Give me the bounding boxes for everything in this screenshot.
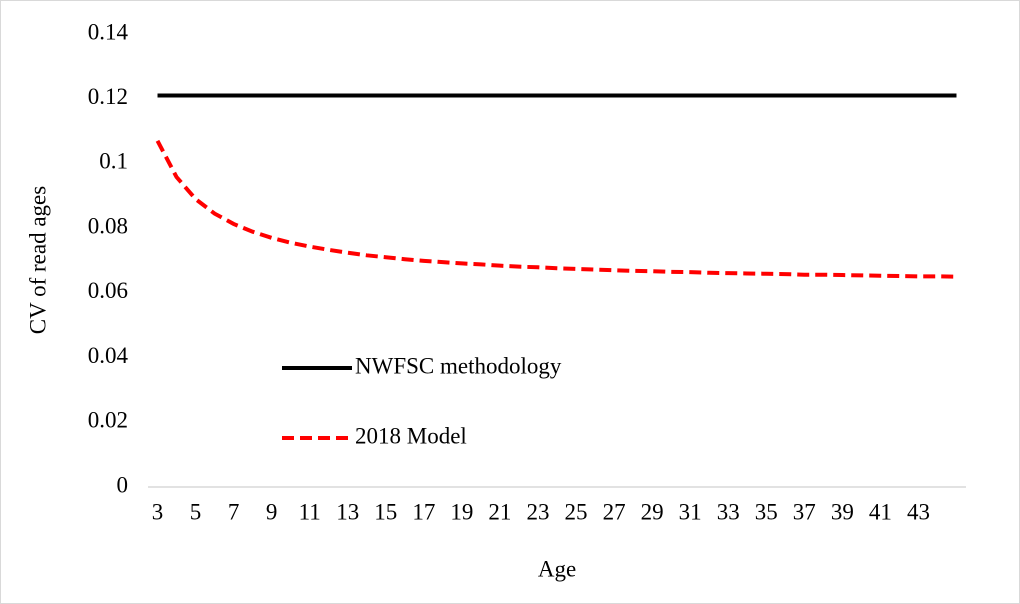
- x-tick-label: 23: [526, 499, 549, 524]
- x-tick-label: 41: [869, 499, 892, 524]
- x-tick-label: 25: [565, 499, 588, 524]
- y-tick-label: 0.02: [88, 408, 128, 433]
- y-tick-label: 0.12: [88, 84, 128, 109]
- x-tick-label: 13: [336, 499, 359, 524]
- x-tick-label: 5: [190, 499, 202, 524]
- x-axis-title: Age: [538, 556, 576, 581]
- y-tick-label: 0: [117, 472, 129, 497]
- x-tick-label: 29: [641, 499, 664, 524]
- x-tick-label: 43: [907, 499, 930, 524]
- y-tick-label: 0.1: [99, 149, 128, 174]
- x-tick-label: 31: [679, 499, 702, 524]
- x-tick-label: 21: [488, 499, 511, 524]
- y-tick-label: 0.04: [88, 343, 129, 368]
- x-tick-label: 33: [717, 499, 740, 524]
- x-tick-label: 27: [603, 499, 626, 524]
- x-tick-label: 17: [412, 499, 435, 524]
- y-tick-label: 0.14: [88, 19, 129, 44]
- x-tick-label: 11: [299, 499, 321, 524]
- x-tick-label: 35: [755, 499, 778, 524]
- y-axis-title: CV of read ages: [25, 186, 50, 334]
- y-tick-label: 0.06: [88, 278, 128, 303]
- x-tick-label: 39: [831, 499, 854, 524]
- x-tick-label: 3: [152, 499, 164, 524]
- series-line: [155, 139, 957, 279]
- legend-label: 2018 Model: [355, 423, 467, 448]
- legend-label: NWFSC methodology: [355, 353, 562, 378]
- x-tick-label: 37: [793, 499, 816, 524]
- x-tick-label: 15: [374, 499, 397, 524]
- x-tick-label: 7: [228, 499, 240, 524]
- x-tick-label: 19: [450, 499, 473, 524]
- y-tick-label: 0.08: [88, 213, 128, 238]
- x-tick-label: 9: [266, 499, 278, 524]
